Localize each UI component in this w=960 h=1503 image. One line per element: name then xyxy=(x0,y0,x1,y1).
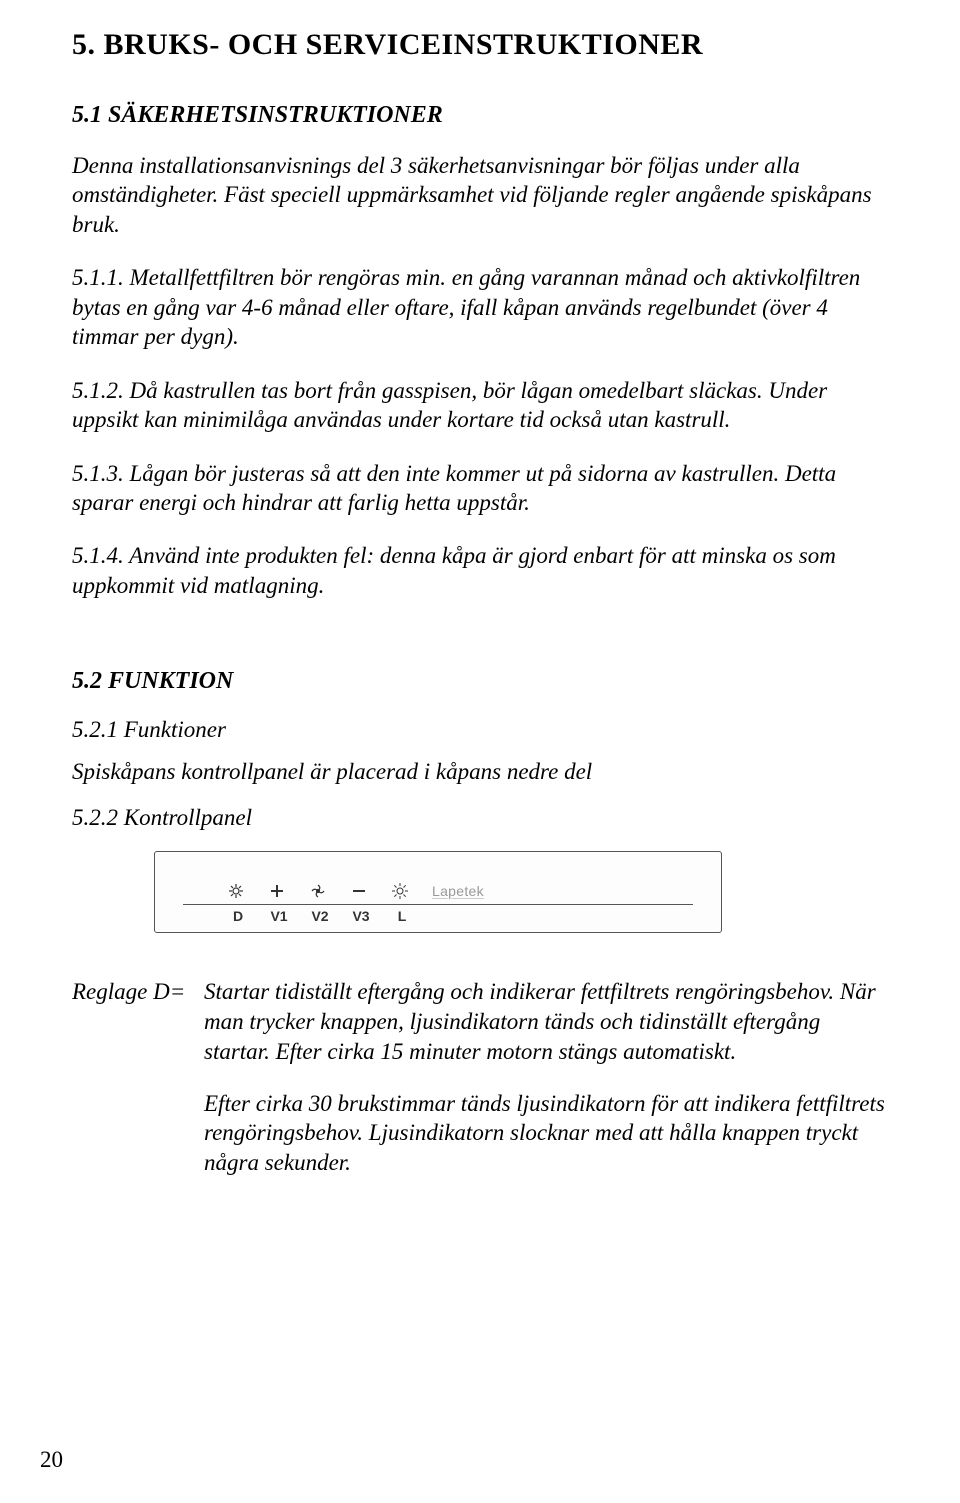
section-5-1-1: 5.1.1. Metallfettfiltren bör rengöras mi… xyxy=(72,263,888,351)
page-heading: 5. BRUKS- OCH SERVICEINSTRUKTIONER xyxy=(72,28,888,62)
button-label-d: D xyxy=(229,908,247,924)
button-label-l: L xyxy=(393,908,411,924)
button-label-v3: V3 xyxy=(352,908,370,924)
section-5-1-2: 5.1.2. Då kastrullen tas bort från gassp… xyxy=(72,376,888,435)
control-panel-labels-row: D V1 V2 V3 L xyxy=(229,908,411,924)
control-panel-buttons-row: Lapetek xyxy=(227,882,484,900)
section-5-2-1-text: Spiskåpans kontrollpanel är placerad i k… xyxy=(72,757,888,786)
section-5-1-intro: Denna installationsanvisnings del 3 säke… xyxy=(72,151,888,239)
section-5-2-title: 5.2 FUNKTION xyxy=(72,668,888,695)
brand-label: Lapetek xyxy=(432,883,484,899)
sun-icon xyxy=(391,882,409,900)
plus-icon xyxy=(268,882,286,900)
minus-icon xyxy=(350,882,368,900)
button-label-v1: V1 xyxy=(270,908,288,924)
fan-icon xyxy=(309,882,327,900)
control-panel-diagram: Lapetek D V1 V2 V3 L xyxy=(154,851,722,933)
reglage-label: Reglage D= xyxy=(72,977,204,1067)
section-5-2-2-title: 5.2.2 Kontrollpanel xyxy=(72,805,888,831)
panel-divider xyxy=(183,904,693,905)
page-number: 20 xyxy=(40,1447,63,1473)
button-label-v2: V2 xyxy=(311,908,329,924)
section-5-1-3: 5.1.3. Lågan bör justeras så att den int… xyxy=(72,459,888,518)
reglage-block: Reglage D= Startar tidiställt eftergång … xyxy=(72,977,888,1178)
section-5-2-1-title: 5.2.1 Funktioner xyxy=(72,717,888,743)
snowflake-icon xyxy=(227,882,245,900)
reglage-text-1: Startar tidiställt eftergång och indiker… xyxy=(204,977,888,1067)
section-5-1-title: 5.1 SÄKERHETSINSTRUKTIONER xyxy=(72,102,888,129)
reglage-text-2: Efter cirka 30 brukstimmar tänds ljusind… xyxy=(204,1089,888,1179)
section-5-1-4: 5.1.4. Använd inte produkten fel: denna … xyxy=(72,541,888,600)
